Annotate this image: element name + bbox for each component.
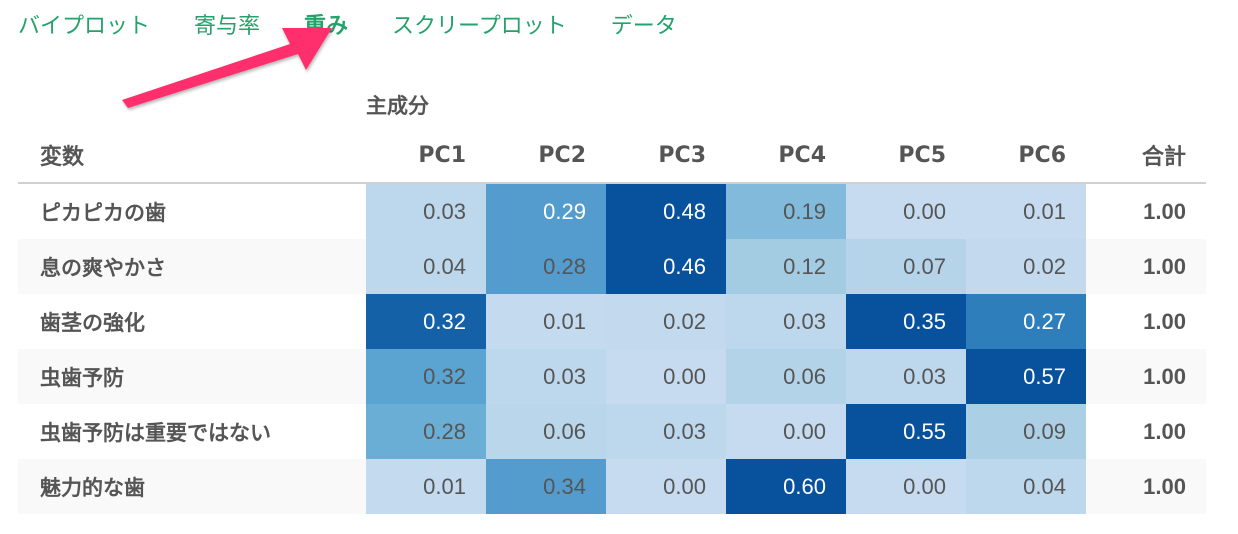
variable-name: 魅力的な歯: [18, 459, 366, 514]
total-cell: 1.00: [1143, 308, 1186, 334]
column-header-pc6[interactable]: PC6: [966, 128, 1086, 184]
weight-cell-pc6: 0.27: [966, 294, 1086, 349]
weight-cell-pc6: 0.09: [966, 404, 1086, 459]
tab-1[interactable]: 寄与率: [194, 14, 261, 39]
total-cell: 1.00: [1143, 198, 1186, 224]
weight-cell-pc4: 0.19: [726, 183, 846, 239]
total-cell: 1.00: [1086, 349, 1206, 404]
tab-bar: バイプロット 寄与率 重み スクリープロット データ: [18, 10, 721, 44]
principal-component-group-label: 主成分: [366, 94, 429, 118]
column-header-pc2[interactable]: PC2: [486, 128, 606, 184]
weight-cell-pc1: 0.03: [366, 183, 486, 239]
tab-4[interactable]: データ: [610, 14, 677, 39]
weight-cell-pc4: 0.12: [726, 239, 846, 294]
weight-cell-pc5: 0.00: [846, 183, 966, 239]
weight-cell-pc2: 0.34: [486, 459, 606, 514]
header-row: 変数 PC1 PC2 PC3 PC4 PC5 PC6 合計: [18, 128, 1206, 184]
total-cell: 1.00: [1086, 239, 1206, 294]
table-row: 歯茎の強化 0.32 0.01 0.02 0.03 0.35 0.27 1.00: [18, 294, 1206, 349]
weight-cell-pc2: 0.28: [486, 239, 606, 294]
tab-2[interactable]: 重み: [304, 14, 349, 39]
column-header-pc3[interactable]: PC3: [606, 128, 726, 184]
tab-0[interactable]: バイプロット: [18, 14, 151, 39]
weight-cell-pc1: 0.32: [366, 349, 486, 404]
weight-cell-pc2: 0.29: [486, 183, 606, 239]
weight-cell-pc3: 0.03: [606, 404, 726, 459]
weight-cell-pc6: 0.01: [966, 183, 1086, 239]
table-row: 虫歯予防は重要ではない 0.28 0.06 0.03 0.00 0.55 0.09 1.00: [18, 404, 1206, 459]
weight-cell-pc4: 0.06: [726, 349, 846, 404]
weight-cell-pc3: 0.46: [606, 239, 726, 294]
weight-cell-pc5: 0.55: [846, 404, 966, 459]
tab-3[interactable]: スクリープロット: [392, 14, 567, 39]
weight-cell-pc3: 0.00: [606, 459, 726, 514]
table-row: 虫歯予防 0.32 0.03 0.00 0.06 0.03 0.57 1.00: [18, 349, 1206, 404]
column-header-pc4[interactable]: PC4: [726, 128, 846, 184]
weight-cell-pc6: 0.04: [966, 459, 1086, 514]
total-cell: 1.00: [1086, 459, 1206, 514]
variable-name: ピカピカの歯: [40, 200, 166, 225]
table-row: 魅力的な歯 0.01 0.34 0.00 0.60 0.00 0.04 1.00: [18, 459, 1206, 514]
weight-cell-pc3: 0.02: [606, 294, 726, 349]
weight-cell-pc5: 0.07: [846, 239, 966, 294]
weight-cell-pc5: 0.00: [846, 459, 966, 514]
total-cell: 1.00: [1143, 418, 1186, 444]
weight-cell-pc6: 0.02: [966, 239, 1086, 294]
variable-name: 虫歯予防: [18, 349, 366, 404]
weight-cell-pc3: 0.00: [606, 349, 726, 404]
weight-cell-pc2: 0.06: [486, 404, 606, 459]
column-header-variable[interactable]: 変数: [18, 128, 366, 184]
table-row: 息の爽やかさ 0.04 0.28 0.46 0.12 0.07 0.02 1.00: [18, 239, 1206, 294]
weight-cell-pc1: 0.01: [366, 459, 486, 514]
column-header-total[interactable]: 合計: [1086, 128, 1206, 184]
column-header-pc5[interactable]: PC5: [846, 128, 966, 184]
weight-cell-pc1: 0.32: [366, 294, 486, 349]
weight-cell-pc4: 0.00: [726, 404, 846, 459]
weight-cell-pc5: 0.03: [846, 349, 966, 404]
weight-cell-pc2: 0.01: [486, 294, 606, 349]
weight-cell-pc4: 0.60: [726, 459, 846, 514]
weight-cell-pc3: 0.48: [606, 183, 726, 239]
weight-cell-pc6: 0.57: [966, 349, 1086, 404]
weight-cell-pc2: 0.03: [486, 349, 606, 404]
table-row: ピカピカの歯 0.03 0.29 0.48 0.19 0.00 0.01 1.00: [18, 183, 1206, 239]
weight-cell-pc1: 0.28: [366, 404, 486, 459]
weight-cell-pc5: 0.35: [846, 294, 966, 349]
weights-table: 変数 PC1 PC2 PC3 PC4 PC5 PC6 合計 ピカピカの歯 0.03…: [18, 128, 1206, 514]
column-header-pc1[interactable]: PC1: [366, 128, 486, 184]
variable-name: 息の爽やかさ: [18, 239, 366, 294]
weight-cell-pc4: 0.03: [726, 294, 846, 349]
variable-name: 歯茎の強化: [40, 310, 145, 335]
weight-cell-pc1: 0.04: [366, 239, 486, 294]
variable-name: 虫歯予防は重要ではない: [40, 420, 271, 445]
